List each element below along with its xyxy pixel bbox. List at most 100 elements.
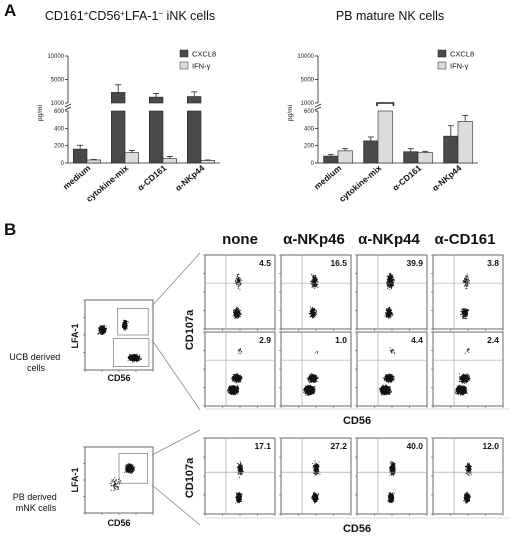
y-tick-label: 600 (54, 109, 65, 115)
pb-x-axis-label: CD56 (343, 523, 371, 535)
gate-x-label: CD56 (107, 518, 130, 528)
pb-gate-dots (83, 446, 154, 515)
gate-link-top (151, 252, 201, 307)
percent-label: 16.5 (330, 258, 347, 268)
bar (457, 121, 473, 164)
category-label: cytokine-mix (84, 163, 130, 204)
legend-swatch (179, 49, 189, 58)
facs-grid: 4.5 2.9 17.1 16.5 1.0 27.2 39.9 4.4 40.0 3.8 2.4 12… (203, 254, 504, 516)
event-dots (463, 462, 472, 504)
pb-plot-3: 12.0 (431, 437, 504, 516)
plot-frame (432, 254, 504, 330)
event-dots (311, 460, 321, 504)
event-dots (97, 319, 142, 363)
gate-link-bottom (151, 339, 201, 411)
legend-swatch (179, 61, 189, 70)
bar (363, 140, 379, 164)
category-label: cytokine-mix (337, 163, 383, 204)
ucb-bottom-plot-0: 2.9 (203, 331, 276, 408)
legend-label: IFN-γ (192, 62, 211, 71)
bar (337, 150, 353, 164)
y-tick-label: 10000 (47, 54, 64, 60)
bar-lower (111, 110, 126, 164)
y-tick-label: 0 (61, 161, 65, 167)
y-tick-label: 1000 (51, 101, 65, 107)
col-header-none: none (222, 231, 258, 248)
bar (443, 135, 459, 164)
category-label: α-CD161 (390, 163, 423, 193)
y-axis-label: pg/ml (37, 105, 44, 121)
bar-lower (377, 110, 393, 164)
bar (86, 159, 101, 164)
col-header-nkp46: α-NKp46 (283, 231, 345, 248)
plot-frame (280, 331, 352, 407)
y-tick-label: 400 (54, 126, 65, 132)
percent-label: 17.1 (254, 441, 271, 451)
ucb-top-plot-1: 16.5 (279, 254, 352, 331)
percent-label: 3.8 (487, 258, 499, 268)
y-tick-label: 5000 (301, 78, 315, 84)
break-mark (314, 106, 322, 111)
plot-frame (356, 331, 428, 407)
y-tick-label: 600 (304, 109, 315, 115)
bar-upper (149, 96, 164, 104)
bar (200, 160, 215, 164)
pb-plot-0: 17.1 (203, 437, 276, 516)
plot-frame (432, 331, 504, 407)
percent-label: 2.9 (259, 335, 271, 345)
legend-swatch (437, 61, 447, 70)
chart2-title: PB mature NK cells (336, 9, 444, 23)
event-dots (227, 348, 243, 396)
ucb-top-plot-2: 39.9 (355, 254, 428, 331)
legend-label: IFN-γ (450, 62, 469, 71)
panel-a-letter: A (4, 1, 16, 20)
legend-label: CXCL8 (450, 50, 474, 59)
gate-y-label: LFA-1 (70, 323, 80, 348)
ucb-top-plot-0: 4.5 (203, 254, 276, 331)
bar (124, 152, 139, 164)
event-dots (387, 460, 396, 504)
y-tick-label: 400 (304, 126, 315, 132)
break-mark (314, 103, 322, 108)
bar-upper (111, 92, 126, 104)
percent-label: 12.0 (482, 441, 499, 451)
gate-link-pb-top (151, 429, 201, 456)
percent-label: 4.4 (411, 335, 423, 345)
y-tick-label: 0 (311, 161, 315, 167)
event-dots (109, 462, 135, 491)
event-dots (384, 272, 395, 319)
ucb-x-axis-label: CD56 (343, 415, 371, 427)
chart1-title: CD161+CD56+LFA-1− iNK cells (45, 9, 215, 24)
pb-y-axis-label: CD107a (184, 457, 196, 498)
legend-swatch (437, 49, 447, 58)
y-tick-label: 5000 (51, 78, 65, 84)
event-dots (454, 348, 471, 396)
percent-label: 2.4 (487, 335, 499, 345)
gate-box-top (117, 307, 149, 336)
category-label: α-CD161 (135, 163, 168, 193)
bar (417, 152, 433, 164)
pb-gating-plot: LFA-1 CD56 (70, 446, 154, 528)
gate-box-bottom (113, 338, 150, 367)
gate-x-label: CD56 (107, 373, 130, 383)
ucb-gating-plot: LFA-1 CD56 (70, 299, 154, 383)
row-label-pb: PB derived mNK cells (13, 492, 60, 513)
y-tick-label: 1000 (301, 101, 315, 107)
plot-frame (280, 254, 352, 330)
ucb-top-plot-3: 3.8 (431, 254, 504, 331)
event-dots (235, 461, 244, 504)
pb-plot-2: 40.0 (355, 437, 428, 516)
legend-label: CXCL8 (192, 50, 216, 59)
panel-b-letter: B (4, 220, 16, 239)
y-axis-label: pg/ml (287, 105, 294, 121)
bar (403, 151, 419, 164)
y-tick-label: 10000 (297, 54, 314, 60)
category-label: α-NKp44 (173, 163, 206, 193)
chart1: 0 200 400 600 1000 5000 10000 pg/ml mediumcytoki… (37, 50, 220, 204)
plot-frame (204, 331, 276, 407)
break-mark (64, 103, 72, 108)
gate-y-label: LFA-1 (70, 467, 80, 492)
bar (323, 155, 339, 164)
y-tick-label: 200 (304, 144, 315, 150)
category-label: α-NKp44 (430, 163, 463, 193)
